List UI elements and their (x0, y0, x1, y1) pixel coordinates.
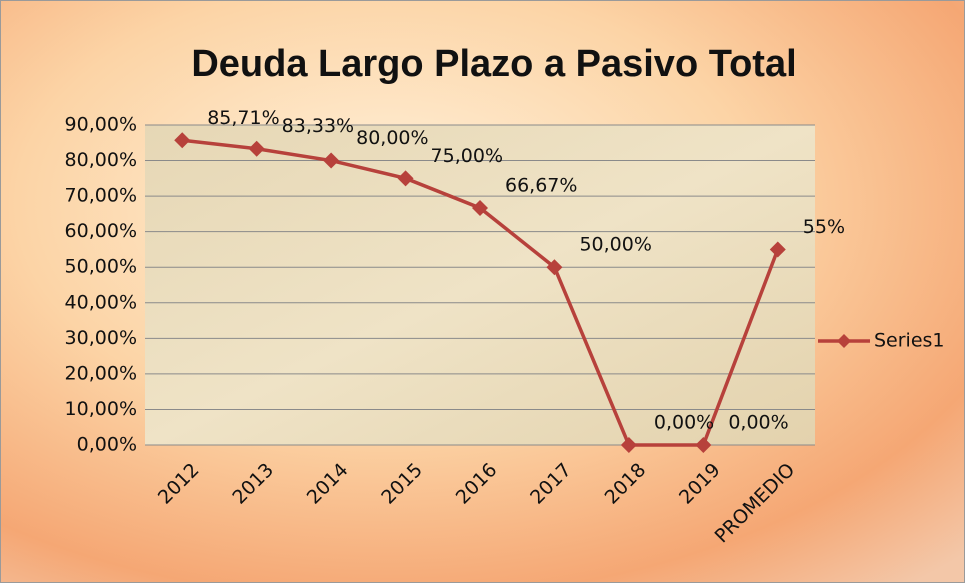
y-tick-label: 60,00% (65, 220, 137, 242)
y-tick-label: 70,00% (65, 185, 137, 207)
legend-marker (837, 334, 851, 348)
y-tick-label: 20,00% (65, 362, 137, 384)
y-tick-label: 90,00% (65, 114, 137, 136)
y-tick-label: 50,00% (65, 256, 137, 278)
data-point (620, 437, 637, 453)
data-point (397, 170, 414, 187)
data-point (323, 152, 340, 169)
legend-label: Series1 (874, 330, 945, 352)
y-tick-label: 10,00% (65, 398, 137, 420)
data-label: 55% (803, 216, 845, 238)
data-point (174, 132, 191, 149)
data-point (472, 199, 488, 216)
data-label: 0,00% (654, 412, 714, 434)
data-point (695, 437, 712, 453)
y-tick-label: 40,00% (65, 291, 137, 313)
chart-title: Deuda Largo Plazo a Pasivo Total (191, 43, 796, 85)
y-tick-label: 80,00% (65, 149, 137, 171)
data-label: 0,00% (728, 412, 788, 434)
data-point (769, 241, 786, 258)
y-tick-label: 0,00% (77, 434, 137, 456)
data-label: 66,67% (505, 174, 577, 196)
data-label: 80,00% (356, 127, 428, 149)
data-label: 85,71% (207, 107, 279, 129)
data-label: 50,00% (579, 234, 651, 256)
data-point (248, 140, 265, 157)
data-point (546, 259, 563, 276)
data-label: 75,00% (431, 145, 503, 167)
data-label: 83,33% (282, 115, 354, 137)
y-tick-label: 30,00% (65, 327, 137, 349)
plot-area (145, 125, 815, 445)
